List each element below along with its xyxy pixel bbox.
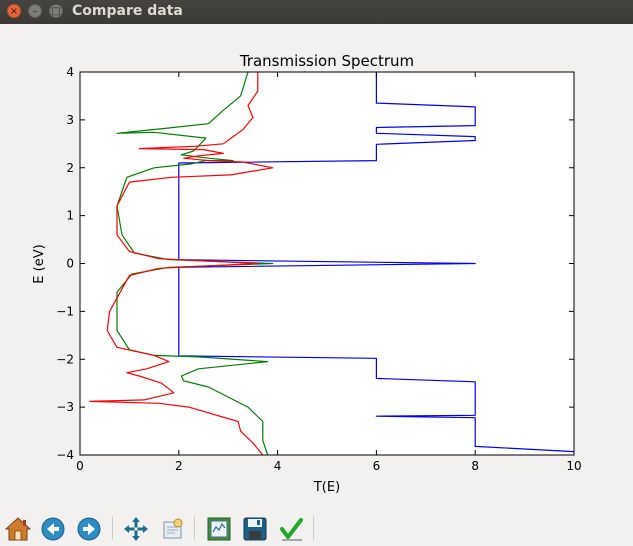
axes-background: [80, 72, 574, 455]
plot-canvas[interactable]: 0 2 4 6 8 10 −4 −3 −2 −1 0 1 2 3 4 Transmission Spectr…: [0, 24, 633, 510]
toolbar-separator: [112, 516, 113, 540]
edit-checkmark-icon: [280, 518, 303, 541]
pan-move-icon: [124, 517, 148, 541]
series-layer: [89, 72, 574, 455]
edit-parameters-button[interactable]: [276, 514, 306, 544]
x-tick-label: 4: [274, 459, 282, 473]
minimize-window-button[interactable]: –: [28, 4, 42, 18]
pan-button[interactable]: [121, 514, 151, 544]
chart-title: Transmission Spectrum: [239, 52, 414, 70]
y-tick-label: −4: [56, 448, 74, 462]
series-line-3: [89, 72, 274, 455]
navigation-toolbar: [0, 510, 633, 546]
y-tick-label: 1: [66, 209, 74, 223]
close-window-button[interactable]: ×: [7, 4, 21, 18]
save-button[interactable]: [240, 514, 270, 544]
x-tick-label: 0: [76, 459, 84, 473]
y-tick-label: 0: [66, 257, 74, 271]
configure-subplots-icon: [207, 517, 231, 541]
x-axis-label: T(E): [313, 480, 340, 495]
zoom-rect-icon: [163, 518, 183, 539]
toolbar-separator: [313, 516, 314, 540]
x-tick-label: 6: [373, 459, 381, 473]
y-tick-label: −2: [56, 352, 74, 366]
x-tick-label: 2: [175, 459, 183, 473]
y-tick-label: 2: [66, 161, 74, 175]
home-button[interactable]: [3, 514, 33, 544]
y-axis-label: E (eV): [32, 244, 47, 283]
back-arrow-icon: [41, 517, 65, 541]
zoom-button[interactable]: [157, 514, 187, 544]
x-tick-label: 10: [566, 459, 581, 473]
y-tick-label: 4: [66, 65, 74, 79]
forward-arrow-icon: [77, 517, 101, 541]
window-title: Compare data: [72, 3, 183, 19]
tick-layer: 0 2 4 6 8 10 −4 −3 −2 −1 0 1 2 3 4: [56, 65, 581, 473]
save-floppy-icon: [243, 517, 267, 541]
x-tick-label: 8: [471, 459, 479, 473]
home-icon: [5, 517, 31, 541]
window-titlebar[interactable]: × – □ Compare data: [0, 0, 633, 24]
configure-subplots-button[interactable]: [204, 514, 234, 544]
back-button[interactable]: [38, 514, 68, 544]
y-tick-label: −1: [56, 304, 74, 318]
toolbar-separator: [194, 516, 195, 540]
forward-button[interactable]: [74, 514, 104, 544]
maximize-window-button[interactable]: □: [49, 4, 63, 18]
y-tick-label: −3: [56, 400, 74, 414]
y-tick-label: 3: [66, 113, 74, 127]
transmission-spectrum-chart[interactable]: 0 2 4 6 8 10 −4 −3 −2 −1 0 1 2 3 4 Transmission Spectr…: [0, 24, 633, 510]
